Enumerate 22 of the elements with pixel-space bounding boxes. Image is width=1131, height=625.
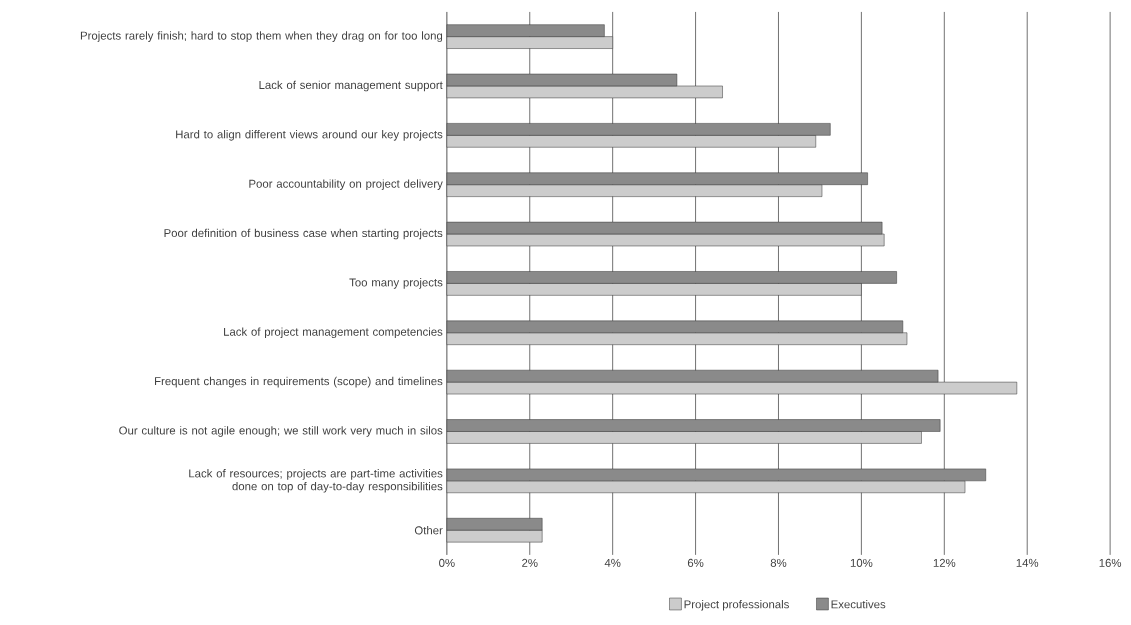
y-tick-label: Lack of senior management support bbox=[259, 80, 443, 92]
y-tick-label: Too many projects bbox=[349, 277, 443, 289]
y-tick-label: Our culture is not agile enough; we still work very much in silos bbox=[119, 425, 443, 437]
x-tick-label: 14% bbox=[1016, 558, 1039, 567]
y-tick-label: Hard to align different views around our key projects bbox=[176, 129, 443, 141]
legend-label: Executives bbox=[831, 599, 886, 609]
x-tick-label: 10% bbox=[850, 558, 873, 567]
y-tick-label: Poor definition of business case when starting projects bbox=[164, 228, 443, 240]
y-tick-label: Projects rarely finish; hard to stop them when they drag on for too long bbox=[80, 31, 443, 42]
y-tick-label: Other bbox=[414, 525, 443, 535]
x-tick-label: 4% bbox=[604, 558, 621, 567]
x-tick-label: 12% bbox=[933, 558, 956, 567]
y-tick-label: Poor accountability on project delivery bbox=[249, 179, 443, 190]
x-tick-label: 8% bbox=[770, 558, 787, 567]
x-tick-label: 0% bbox=[439, 558, 455, 567]
y-tick-label: Frequent changes in requirements (scope) and timelines bbox=[155, 376, 443, 388]
legend-label: Project professionals bbox=[684, 599, 789, 611]
x-tick-label: 16% bbox=[1099, 558, 1122, 567]
y-tick-label: Lack of project management competencies bbox=[224, 327, 443, 338]
x-tick-label: 6% bbox=[687, 558, 704, 567]
y-tick-label: Lack of resources; projects are part-time activities done on top of day-to-day responsibilities bbox=[189, 468, 443, 493]
x-tick-label: 2% bbox=[522, 558, 538, 567]
